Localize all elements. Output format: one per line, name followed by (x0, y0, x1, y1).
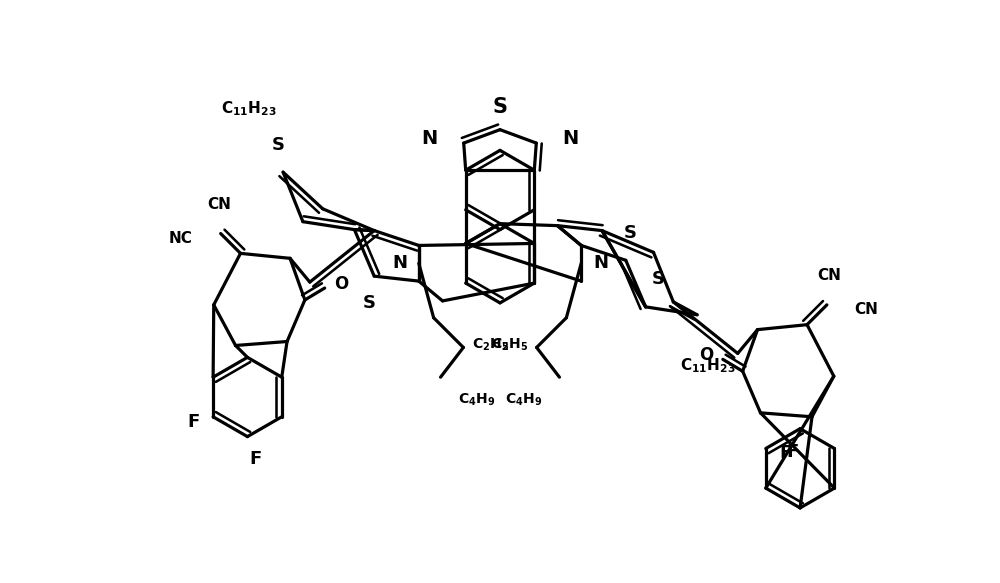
Text: CN: CN (855, 303, 878, 317)
Text: $\mathbf{C_{11}H_{23}}$: $\mathbf{C_{11}H_{23}}$ (221, 99, 276, 118)
Text: O: O (335, 275, 349, 293)
Text: CN: CN (817, 268, 841, 283)
Text: F: F (786, 442, 798, 461)
Text: S: S (652, 270, 665, 288)
Text: NC: NC (169, 231, 193, 246)
Text: S: S (363, 294, 376, 312)
Text: $\mathbf{C_4H_9}$: $\mathbf{C_4H_9}$ (458, 392, 495, 408)
Text: S: S (624, 224, 637, 243)
Text: $\mathbf{C_4H_9}$: $\mathbf{C_4H_9}$ (505, 392, 542, 408)
Text: S: S (272, 136, 285, 154)
Text: N: N (593, 254, 608, 272)
Text: $\mathbf{C_2H_5}$: $\mathbf{C_2H_5}$ (472, 336, 509, 353)
Text: F: F (249, 451, 261, 469)
Text: $\mathbf{C_2H_5}$: $\mathbf{C_2H_5}$ (491, 336, 528, 353)
Text: S: S (493, 97, 508, 117)
Text: N: N (392, 254, 407, 272)
Text: N: N (562, 129, 578, 148)
Text: O: O (699, 346, 713, 364)
Text: F: F (780, 444, 792, 462)
Text: F: F (187, 413, 199, 431)
Text: N: N (422, 129, 438, 148)
Text: $\mathbf{C_{11}H_{23}}$: $\mathbf{C_{11}H_{23}}$ (680, 356, 736, 375)
Text: CN: CN (207, 197, 231, 212)
